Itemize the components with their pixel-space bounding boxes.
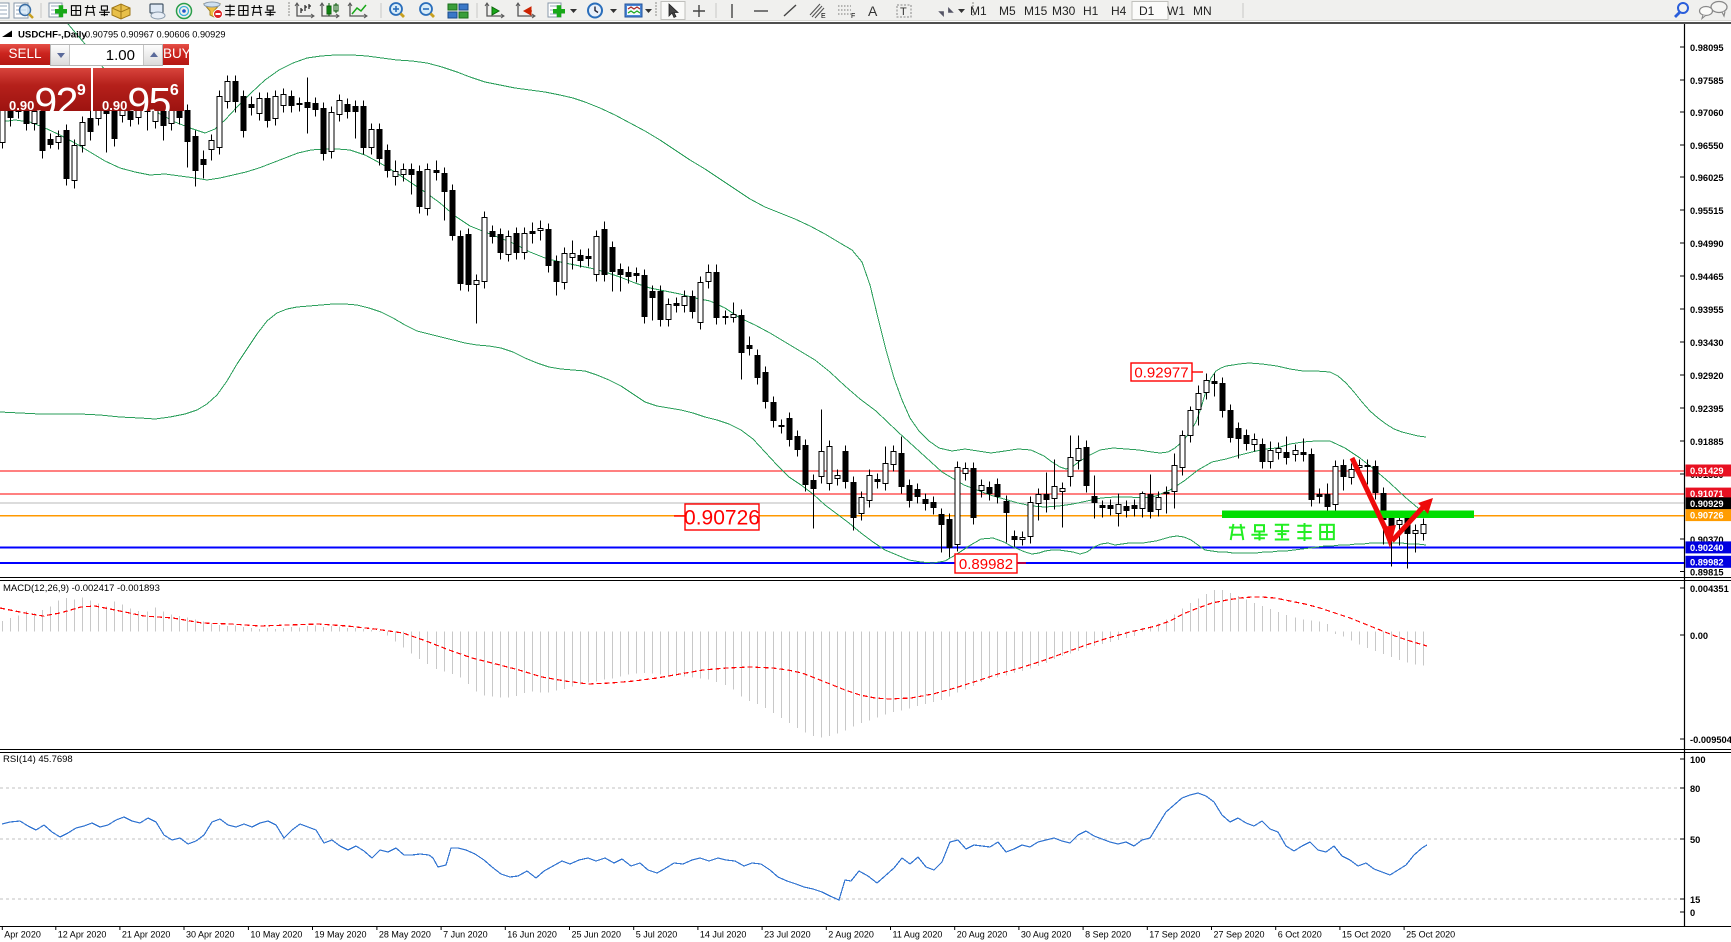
svg-text:0.92920: 0.92920	[1690, 371, 1724, 381]
svg-text:50: 50	[1690, 835, 1700, 845]
svg-text:0.90929: 0.90929	[1690, 499, 1724, 509]
svg-text:0.92977: 0.92977	[1134, 364, 1188, 381]
svg-text:E: E	[821, 13, 826, 20]
svg-text:H1: H1	[1083, 4, 1099, 18]
svg-text:M5: M5	[999, 4, 1016, 18]
svg-text:M15: M15	[1024, 4, 1048, 18]
svg-text:MACD(12,26,9) -0.002417 -0.001: MACD(12,26,9) -0.002417 -0.001893	[3, 583, 160, 594]
svg-text:USDCHF-,Daily: USDCHF-,Daily	[18, 30, 87, 41]
svg-text:0.97060: 0.97060	[1690, 108, 1724, 118]
svg-text:-0.009504: -0.009504	[1690, 735, 1731, 745]
svg-text:0: 0	[1690, 908, 1695, 918]
svg-text:6 Oct 2020: 6 Oct 2020	[1278, 930, 1322, 940]
svg-text:MN: MN	[1193, 4, 1212, 18]
svg-text:0.00: 0.00	[1690, 631, 1708, 641]
svg-text:10 May 2020: 10 May 2020	[250, 930, 302, 940]
svg-text:0.96550: 0.96550	[1690, 141, 1724, 151]
svg-text:11 Aug 2020: 11 Aug 2020	[893, 930, 943, 940]
svg-text:25 Jun 2020: 25 Jun 2020	[572, 930, 622, 940]
svg-text:80: 80	[1690, 784, 1700, 794]
svg-text:0.96025: 0.96025	[1690, 173, 1724, 183]
svg-text:M30: M30	[1052, 4, 1076, 18]
svg-text:Apr 2020: Apr 2020	[4, 930, 41, 940]
svg-text:0.90726: 0.90726	[1690, 511, 1724, 521]
svg-text:12 Apr 2020: 12 Apr 2020	[58, 930, 107, 940]
svg-text:0.90726: 0.90726	[684, 507, 760, 530]
svg-text:0.90240: 0.90240	[1690, 543, 1724, 553]
svg-text:0.98095: 0.98095	[1690, 43, 1724, 53]
svg-text:A: A	[868, 3, 878, 19]
svg-text:0.91885: 0.91885	[1690, 437, 1724, 447]
svg-text:0.91071: 0.91071	[1690, 489, 1724, 499]
svg-text:H4: H4	[1111, 4, 1127, 18]
svg-text:15 Oct 2020: 15 Oct 2020	[1342, 930, 1391, 940]
svg-text:15: 15	[1690, 895, 1700, 905]
svg-text:0.93955: 0.93955	[1690, 305, 1724, 315]
svg-text:0.95515: 0.95515	[1690, 206, 1724, 216]
svg-text:T: T	[900, 6, 907, 18]
svg-text:25 Oct 2020: 25 Oct 2020	[1406, 930, 1455, 940]
svg-text:D1: D1	[1139, 4, 1155, 18]
svg-text:23 Jul 2020: 23 Jul 2020	[764, 930, 811, 940]
svg-text:17 Sep 2020: 17 Sep 2020	[1149, 930, 1200, 940]
svg-text:0.94465: 0.94465	[1690, 272, 1724, 282]
svg-text:0.92395: 0.92395	[1690, 404, 1724, 414]
svg-text:8 Sep 2020: 8 Sep 2020	[1085, 930, 1131, 940]
svg-text:0.90795 0.90967 0.90606 0.9092: 0.90795 0.90967 0.90606 0.90929	[85, 30, 226, 40]
svg-text:RSI(14) 45.7698: RSI(14) 45.7698	[3, 754, 73, 765]
svg-text:19 May 2020: 19 May 2020	[315, 930, 367, 940]
svg-text:0.89815: 0.89815	[1690, 568, 1724, 578]
svg-text:30 Aug 2020: 30 Aug 2020	[1021, 930, 1072, 940]
svg-text:W1: W1	[1167, 4, 1185, 18]
svg-text:100: 100	[1690, 755, 1706, 765]
svg-text:14 Jul 2020: 14 Jul 2020	[700, 930, 747, 940]
svg-text:0.004351: 0.004351	[1690, 584, 1729, 594]
svg-text:0.91429: 0.91429	[1690, 466, 1724, 476]
svg-text:2 Aug 2020: 2 Aug 2020	[828, 930, 874, 940]
svg-text:0.93430: 0.93430	[1690, 338, 1724, 348]
svg-text:0.94990: 0.94990	[1690, 239, 1724, 249]
svg-text:28 May 2020: 28 May 2020	[379, 930, 431, 940]
svg-text:7 Jun 2020: 7 Jun 2020	[443, 930, 488, 940]
svg-text:M1: M1	[970, 4, 987, 18]
svg-text:16 Jun 2020: 16 Jun 2020	[507, 930, 557, 940]
svg-text:27 Sep 2020: 27 Sep 2020	[1214, 930, 1265, 940]
svg-text:20 Aug 2020: 20 Aug 2020	[957, 930, 1008, 940]
svg-text:0.90370: 0.90370	[1690, 535, 1724, 545]
svg-text:0.89982: 0.89982	[959, 556, 1013, 573]
svg-text:0.89982: 0.89982	[1690, 557, 1724, 567]
svg-text:30 Apr 2020: 30 Apr 2020	[186, 930, 235, 940]
svg-text:0.97585: 0.97585	[1690, 76, 1724, 86]
svg-text:21 Apr 2020: 21 Apr 2020	[122, 930, 171, 940]
svg-text:5 Jul 2020: 5 Jul 2020	[636, 930, 678, 940]
svg-text:F: F	[851, 13, 855, 20]
